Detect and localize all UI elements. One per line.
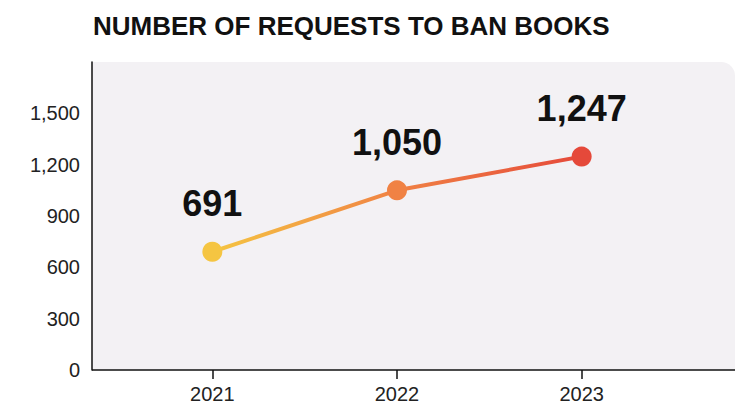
svg-text:NUMBER OF REQUESTS TO BAN BOOK: NUMBER OF REQUESTS TO BAN BOOKS [93,11,610,41]
svg-text:2021: 2021 [190,383,235,405]
svg-text:2022: 2022 [375,383,420,405]
svg-text:900: 900 [47,205,80,227]
svg-text:1,050: 1,050 [352,122,442,163]
svg-text:2023: 2023 [559,383,604,405]
svg-text:300: 300 [47,308,80,330]
svg-text:691: 691 [182,183,242,224]
svg-text:1,247: 1,247 [537,88,627,129]
svg-text:0: 0 [69,359,80,381]
svg-text:1,200: 1,200 [30,154,80,176]
svg-text:1,500: 1,500 [30,102,80,124]
svg-text:600: 600 [47,256,80,278]
